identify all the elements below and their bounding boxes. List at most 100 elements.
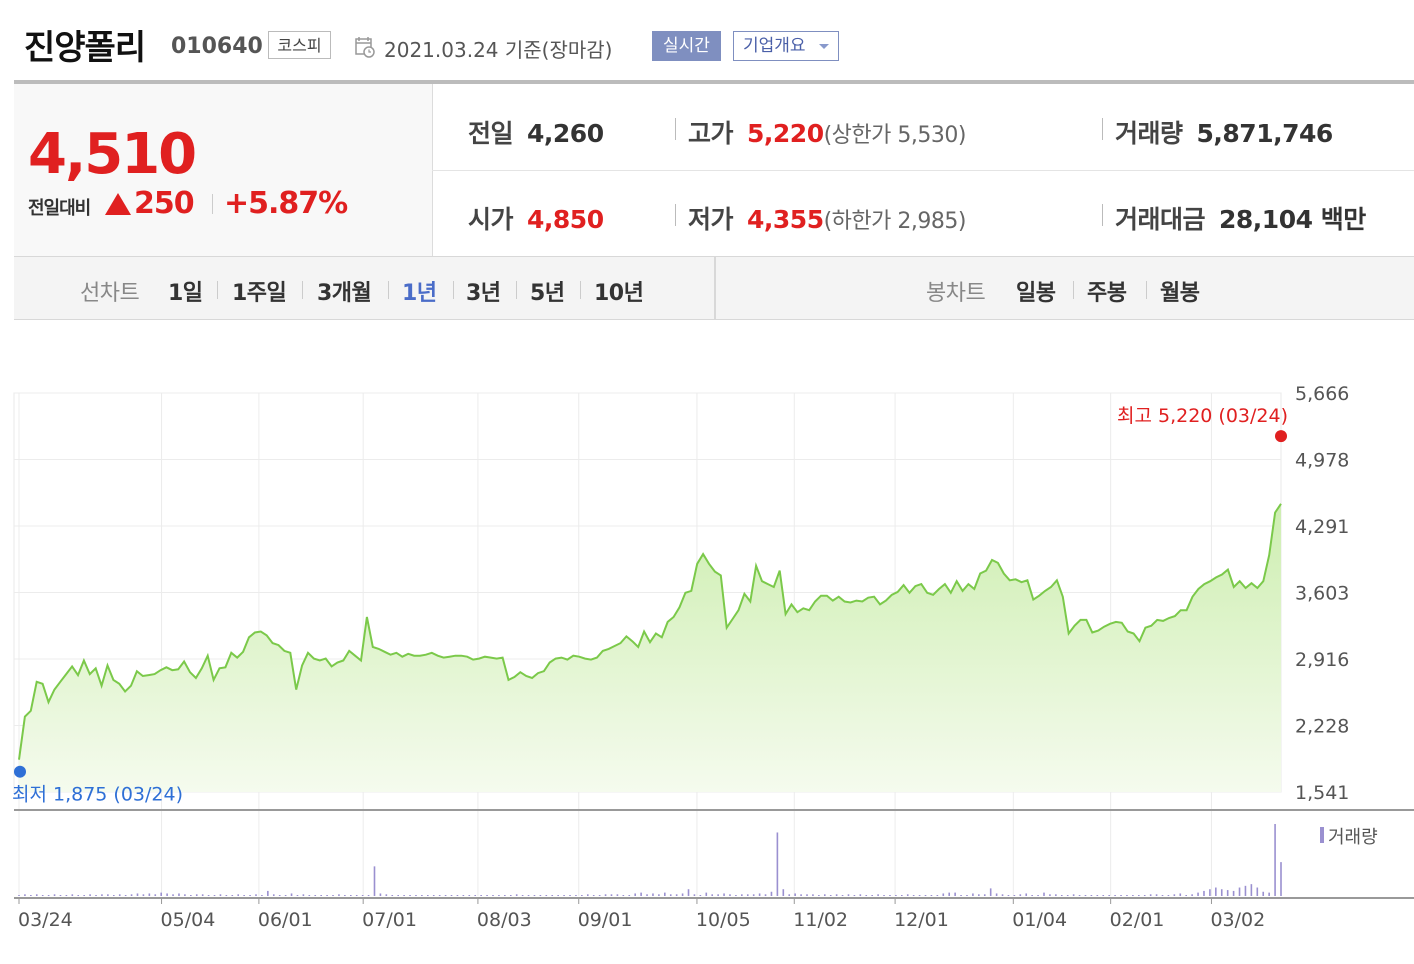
x-axis-labels: 03/24 05/04 06/01 07/01 08/03 09/01 10/05 11/02…: [18, 898, 1265, 931]
volume-bar: [444, 895, 447, 896]
volume-bar: [30, 895, 32, 896]
volume-bar: [681, 893, 684, 896]
tab-3-year[interactable]: 3년: [466, 281, 501, 306]
volume-bar: [853, 895, 856, 896]
volume-bar: [136, 893, 139, 896]
price-line: [18, 503, 1282, 760]
as-of-date: 2021.03.24 기준(장마감): [384, 38, 613, 62]
volume-bar: [575, 895, 577, 896]
volume-bar: [462, 895, 465, 896]
x-tick-label: 06/01: [258, 909, 313, 931]
volume-bar: [83, 895, 85, 896]
volume-bar: [652, 893, 654, 896]
volume-bar: [71, 894, 74, 896]
volume-bar: [415, 895, 417, 896]
tab-weekly-candle[interactable]: 주봉: [1087, 281, 1127, 306]
volume-bar: [243, 895, 245, 896]
volume-bar: [1019, 894, 1022, 896]
stat-separator: [675, 118, 676, 140]
volume-bar: [1197, 892, 1199, 896]
x-tick-label: 03/24: [18, 909, 73, 931]
volume-bar: [693, 894, 696, 896]
volume-bar: [800, 894, 802, 896]
tab-5-year[interactable]: 5년: [530, 281, 565, 306]
volume-bar: [409, 895, 411, 896]
tab-monthly-candle[interactable]: 월봉: [1160, 281, 1200, 306]
volume-bar: [361, 895, 364, 896]
volume-bar: [960, 895, 962, 896]
volume-bar: [1167, 895, 1170, 896]
tab-1-year[interactable]: 1년: [402, 281, 437, 306]
volume-bar: [344, 895, 346, 896]
volume-bar: [1268, 892, 1270, 896]
volume-bar: [148, 893, 151, 896]
tab-10-year[interactable]: 10년: [594, 281, 644, 306]
volume-bar: [616, 894, 619, 896]
volume-bar: [1173, 894, 1176, 896]
volume-bar: [474, 895, 477, 896]
volume-bar: [1161, 895, 1164, 896]
price-area: [19, 503, 1281, 792]
company-overview-dropdown[interactable]: 기업개요: [733, 31, 839, 61]
volume-bar: [586, 894, 589, 896]
volume-bar: [24, 894, 26, 896]
stock-header: 진양폴리 010640 코스피 2021.03.24 기준(장마감) 실시간 기…: [0, 0, 1414, 80]
volume-bar: [1138, 895, 1140, 896]
price-area-layer: [18, 503, 1282, 792]
y-tick-label: 3,603: [1295, 583, 1349, 605]
realtime-button[interactable]: 실시간: [652, 31, 721, 61]
volume-bar: [118, 894, 121, 896]
volume-bar: [468, 895, 471, 896]
volume-bar: [687, 889, 690, 896]
volume-bar: [1226, 890, 1229, 896]
volume-bar: [290, 893, 293, 896]
volume-bar: [1055, 894, 1057, 896]
volume-bar: [450, 895, 453, 896]
volume-bar: [1108, 895, 1110, 896]
volume-bar: [267, 890, 269, 896]
tab-1-day[interactable]: 1일: [168, 281, 203, 306]
volume-bar: [924, 895, 927, 896]
volume-bar: [871, 895, 873, 896]
lower-limit: (하한가 2,985): [823, 209, 967, 234]
stock-code: 010640: [171, 34, 263, 59]
volume-bar: [486, 895, 488, 896]
volume-bar: [699, 895, 702, 896]
volume-legend-swatch: [1320, 827, 1324, 843]
period-bar-divider: [714, 257, 716, 319]
volume-bar: [385, 894, 388, 896]
y-tick-label: 2,228: [1295, 716, 1349, 738]
volume-bar: [841, 895, 844, 896]
low-annotation: 최저 1,875 (03/24): [12, 784, 183, 806]
volume-bar: [35, 894, 38, 896]
volume-bar: [889, 895, 891, 896]
volume-bar: [847, 894, 850, 896]
volume-bar: [1066, 895, 1069, 896]
tab-1-week[interactable]: 1주일: [232, 281, 287, 306]
volume-bar: [1155, 894, 1158, 896]
tab-3-month[interactable]: 3개월: [317, 281, 372, 306]
volume-bar: [195, 894, 198, 896]
volume-bar: [184, 894, 186, 896]
volume-bar: [261, 895, 263, 896]
x-tick-label: 10/05: [696, 909, 751, 931]
volume-bar: [219, 894, 222, 896]
volume-bar: [545, 895, 548, 896]
volume-stat: 거래량 5,871,746: [1115, 114, 1333, 150]
tab-daily-candle[interactable]: 일봉: [1016, 281, 1056, 306]
volume-bar: [782, 889, 785, 896]
volume-bar: [930, 895, 933, 896]
volume-bar: [391, 895, 394, 896]
volume-bar: [47, 895, 50, 896]
period-bar: 선차트 1일 1주일 3개월 1년 3년 5년 10년 봉차트 일봉 주봉 월봉: [14, 256, 1414, 320]
volume-bar: [201, 894, 204, 896]
volume-bar: [1060, 895, 1063, 896]
volume-bar: [278, 895, 281, 896]
volume-bar: [237, 894, 240, 896]
volume-bar: [89, 894, 91, 896]
x-tick-label: 09/01: [578, 909, 633, 931]
volume-bar: [1001, 894, 1004, 896]
volume-bar: [373, 866, 376, 896]
open-value: 4,850: [527, 205, 604, 234]
volume-bar: [563, 895, 565, 896]
